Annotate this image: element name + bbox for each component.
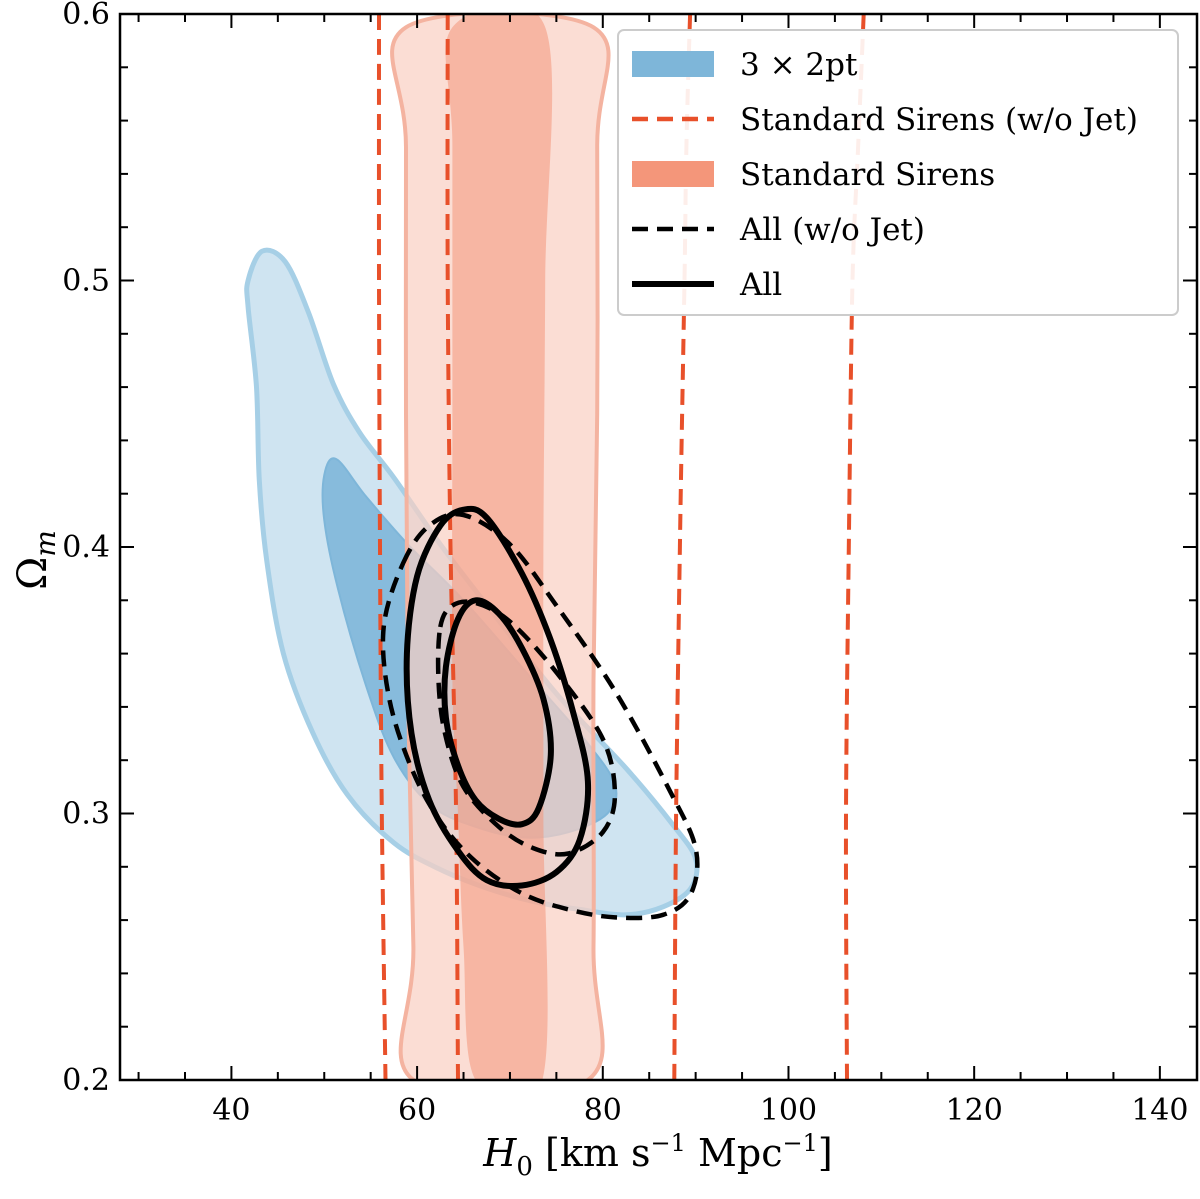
y-axis-label: Ωm	[10, 530, 62, 590]
legend-label-standard-sirens-w-o-jet: Standard Sirens (w/o Jet)	[740, 102, 1138, 138]
y-tick-label: 0.2	[62, 1063, 110, 1098]
x-tick-label: 100	[760, 1093, 817, 1128]
line-standard-sirens-w-o-jet-68-left	[445, 14, 460, 1080]
legend: 3 × 2pt Standard Sirens (w/o Jet) Standard…	[617, 29, 1179, 316]
y-tick-label: 0.5	[62, 264, 110, 299]
x-axis-label-exponent-2: −1	[783, 1129, 818, 1157]
y-tick-label: 0.6	[62, 0, 110, 32]
x-axis-label: H0 [km s−1 Mpc−1]	[482, 1129, 832, 1182]
line-standard-sirens-w-o-jet-95-left	[376, 14, 388, 1080]
x-axis-label-main: H	[482, 1131, 517, 1175]
x-tick-label: 140	[1131, 1093, 1188, 1128]
legend-box	[617, 29, 1179, 316]
x-axis-label-units: [km s	[533, 1131, 651, 1175]
legend-label-all-w-o-jet: All (w/o Jet)	[739, 212, 925, 248]
x-axis-label-close: ]	[818, 1131, 833, 1175]
y-axis-label-subscript: m	[29, 530, 62, 557]
x-tick-label: 120	[946, 1093, 1003, 1128]
x-axis-label-mpc: Mpc	[686, 1131, 783, 1175]
contour-all-68	[441, 597, 554, 828]
legend-label-standard-sirens: Standard Sirens	[740, 157, 995, 193]
x-axis-label-subscript: 0	[516, 1152, 533, 1182]
legend-label-3-2pt: 3 × 2pt	[740, 47, 858, 83]
y-axis-label-main: Ω	[10, 557, 56, 590]
axis-ticks: 40 60 80 100 120 140 0.2 0.3 0.4 0.5 0.6	[62, 0, 1197, 1128]
x-tick-label: 40	[212, 1093, 250, 1128]
legend-swatch-3-2pt	[632, 51, 714, 77]
x-axis-label-exponent-1: −1	[651, 1129, 686, 1157]
contour-standard-sirens-68	[445, 14, 553, 1080]
legend-label-all: All	[739, 267, 782, 303]
legend-entries: 3 × 2pt Standard Sirens (w/o Jet) Standard…	[632, 47, 1138, 303]
x-tick-label: 60	[398, 1093, 436, 1128]
y-tick-label: 0.4	[62, 530, 110, 565]
plot-area	[244, 14, 866, 1080]
legend-swatch-standard-sirens	[632, 161, 714, 187]
x-tick-label: 80	[584, 1093, 622, 1128]
y-tick-label: 0.3	[62, 797, 110, 832]
contour-all-95	[403, 505, 592, 890]
